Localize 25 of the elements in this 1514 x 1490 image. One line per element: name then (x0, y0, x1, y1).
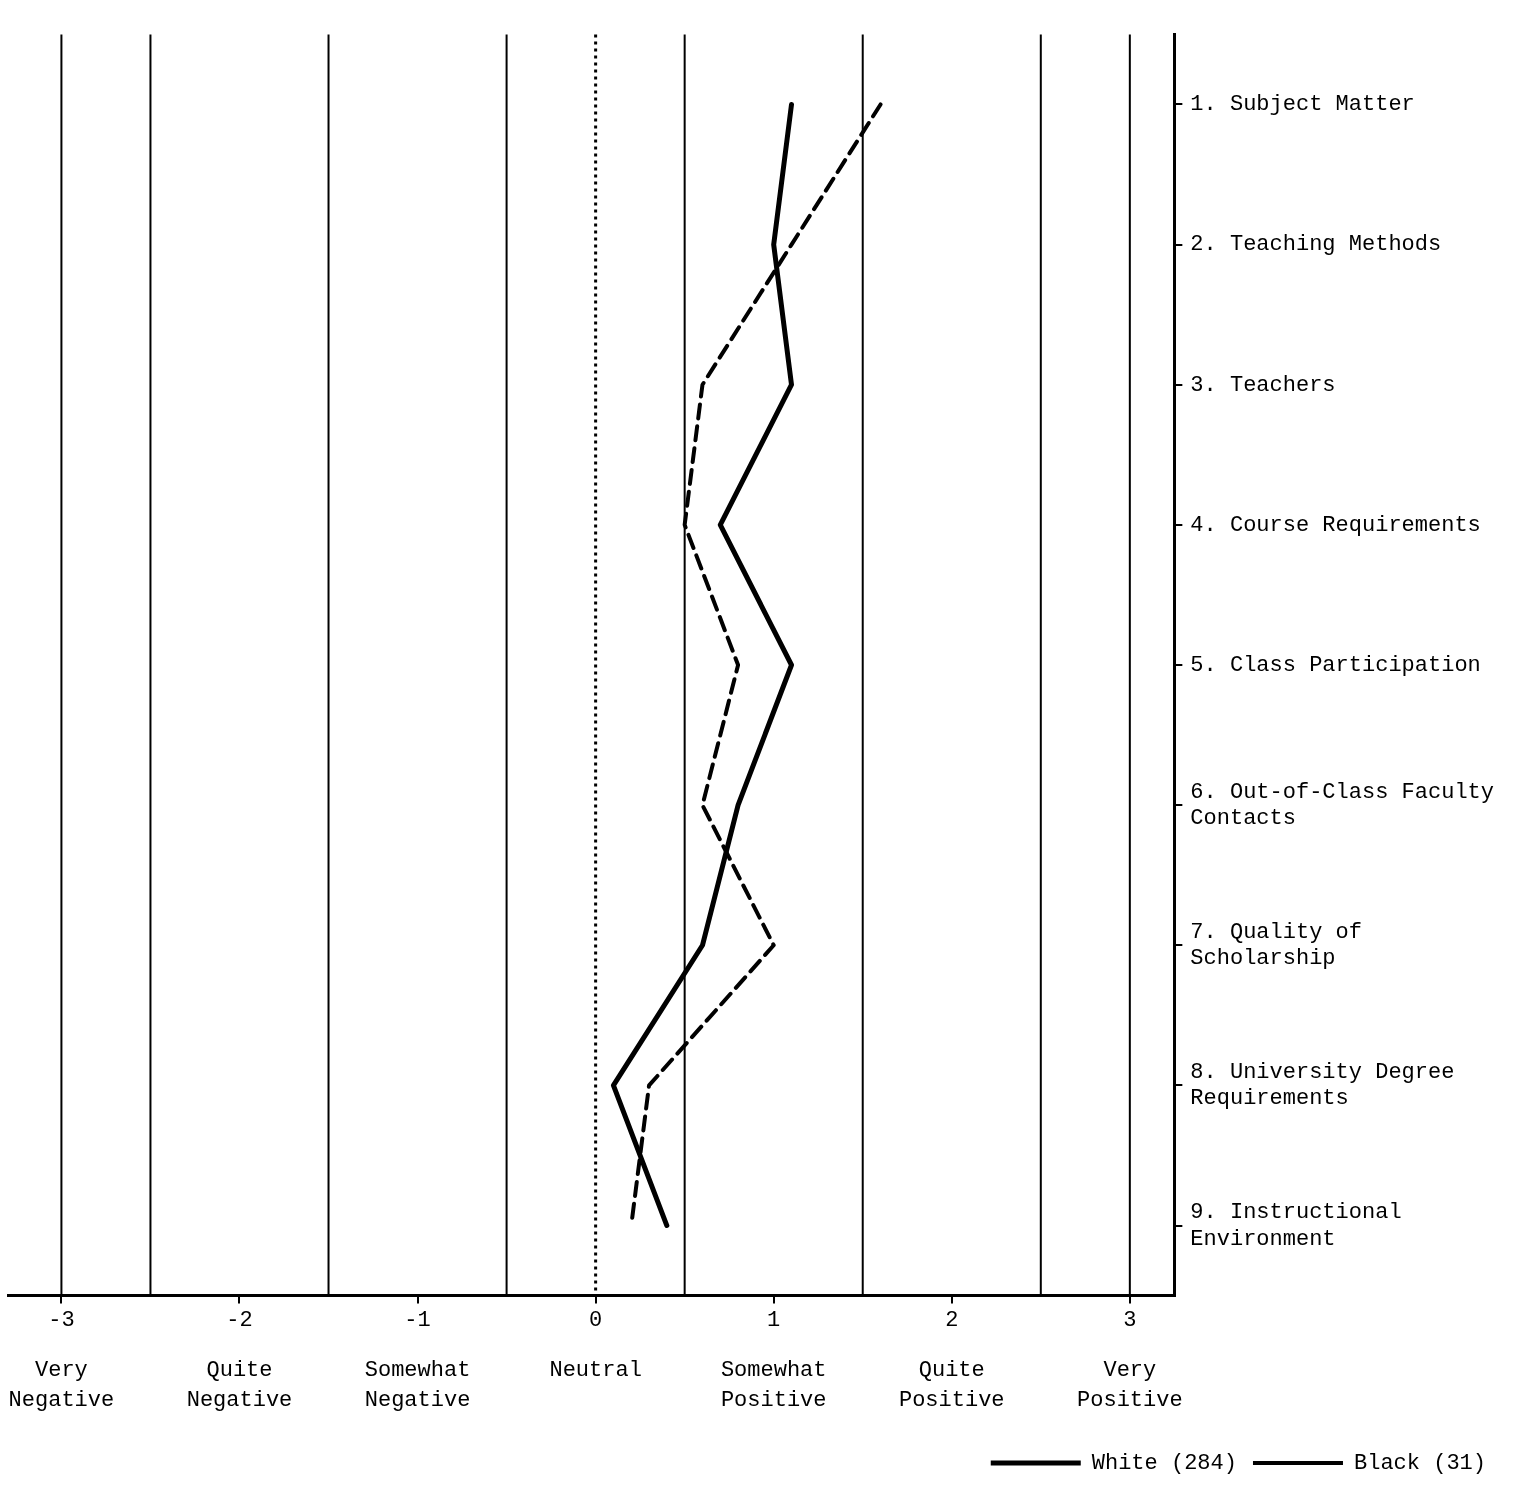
y-tick-label: 5. Class Participation (1190, 652, 1481, 678)
y-tick-label: 2. Teaching Methods (1190, 232, 1442, 258)
y-tick-label: 9. Instructional Environment (1190, 1200, 1402, 1252)
text: Very Negative (8, 1358, 115, 1414)
x-tick-label: -1 (404, 1307, 431, 1333)
text: Somewhat Negative (364, 1358, 471, 1414)
y-tick-label: 6. Out-of-Class Faculty Contacts (1190, 779, 1495, 832)
y-tick-label: 8. University Degree Requirements (1190, 1060, 1455, 1112)
text: Very Positive (1077, 1358, 1183, 1414)
x-tick-label: 3 (1123, 1307, 1137, 1333)
x-tick-label: 1 (767, 1307, 781, 1333)
legend-label: Black (31) (1353, 1450, 1487, 1476)
text: Neutral (549, 1358, 642, 1384)
x-tick-label: -3 (48, 1307, 75, 1333)
legend-label: White (284) (1091, 1450, 1237, 1476)
y-tick-label: 1. Subject Matter (1190, 92, 1415, 118)
y-tick-label: 7. Quality of Scholarship (1190, 919, 1362, 972)
x-tick-label: -2 (226, 1307, 253, 1333)
text: Quite Negative (186, 1358, 293, 1414)
x-tick-label: 2 (945, 1307, 959, 1333)
y-tick-label: 4. Course Requirements (1190, 512, 1481, 538)
text: Somewhat Positive (720, 1358, 827, 1414)
y-tick-label: 3. Teachers (1190, 372, 1336, 398)
text: Quite Positive (898, 1358, 1005, 1414)
x-tick-label: 0 (589, 1307, 603, 1333)
